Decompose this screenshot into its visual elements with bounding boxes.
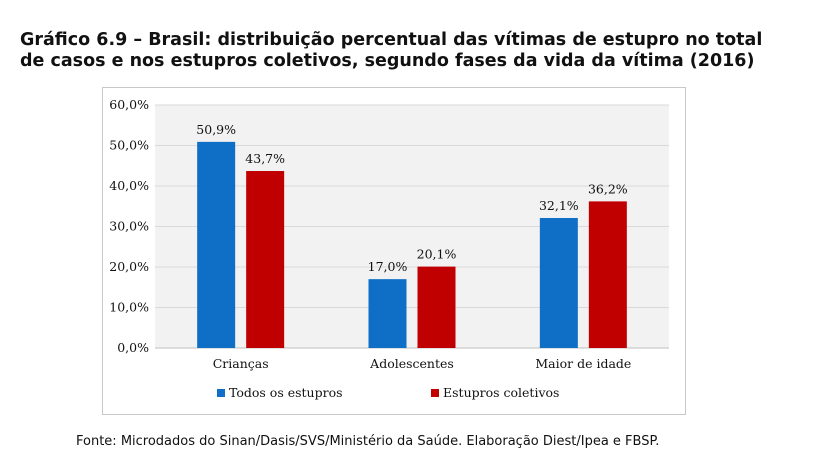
chart-title-line-1: Gráfico 6.9 – Brasil: distribuição perce… — [20, 30, 763, 50]
x-tick-label: Crianças — [213, 356, 269, 371]
bar — [539, 217, 578, 348]
x-tick-label: Maior de idade — [535, 356, 631, 371]
y-tick-label: 0,0% — [117, 340, 149, 355]
bar — [417, 266, 456, 348]
bar — [246, 171, 285, 348]
y-tick-label: 30,0% — [109, 219, 149, 234]
bar — [368, 279, 407, 348]
data-label: 50,9% — [196, 122, 236, 137]
chart-title: Gráfico 6.9 – Brasil: distribuição perce… — [20, 30, 800, 72]
y-tick-label: 20,0% — [109, 259, 149, 274]
data-label: 20,1% — [417, 247, 457, 262]
y-tick-label: 40,0% — [109, 178, 149, 193]
data-label: 43,7% — [245, 151, 285, 166]
x-tick-label: Adolescentes — [369, 356, 454, 371]
data-label: 17,0% — [368, 259, 408, 274]
chart-title-line-2: de casos e nos estupros coletivos, segun… — [20, 51, 755, 71]
bar — [197, 141, 236, 348]
y-tick-label: 60,0% — [109, 97, 149, 112]
legend-swatch — [431, 389, 439, 397]
y-tick-label: 50,0% — [109, 138, 149, 153]
source-note: Fonte: Microdados do Sinan/Dasis/SVS/Min… — [76, 434, 660, 449]
bar — [588, 201, 627, 348]
legend-label: Estupros coletivos — [443, 385, 559, 400]
legend-swatch — [217, 389, 225, 397]
legend-label: Todos os estupros — [229, 385, 343, 400]
data-label: 32,1% — [539, 198, 579, 213]
y-tick-label: 10,0% — [109, 300, 149, 315]
data-label: 36,2% — [588, 181, 628, 196]
